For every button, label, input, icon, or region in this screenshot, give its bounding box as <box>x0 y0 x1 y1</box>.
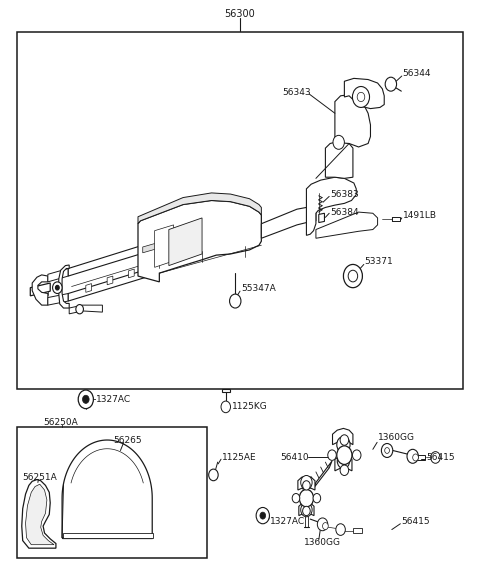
Circle shape <box>352 450 361 460</box>
Polygon shape <box>138 193 261 224</box>
Circle shape <box>317 518 328 531</box>
Polygon shape <box>25 484 54 545</box>
Polygon shape <box>68 265 159 301</box>
Circle shape <box>337 437 350 453</box>
FancyBboxPatch shape <box>17 427 207 558</box>
Circle shape <box>313 494 321 503</box>
Circle shape <box>83 395 89 403</box>
Circle shape <box>302 481 310 490</box>
Text: 1360GG: 1360GG <box>304 538 341 547</box>
Circle shape <box>384 447 389 453</box>
Circle shape <box>337 453 349 468</box>
Text: 53371: 53371 <box>365 257 394 266</box>
Polygon shape <box>86 284 92 292</box>
Polygon shape <box>313 461 332 489</box>
Circle shape <box>337 446 352 464</box>
Polygon shape <box>129 269 134 278</box>
Text: 55347A: 55347A <box>241 284 276 294</box>
Text: 56415: 56415 <box>401 517 430 526</box>
Text: 1327AC: 1327AC <box>270 517 305 526</box>
Text: 56300: 56300 <box>225 9 255 19</box>
Polygon shape <box>22 480 56 548</box>
Polygon shape <box>138 201 261 282</box>
Polygon shape <box>107 276 113 285</box>
Text: 1125KG: 1125KG <box>231 402 267 411</box>
Text: 56410: 56410 <box>280 453 309 462</box>
Polygon shape <box>48 294 68 305</box>
Text: 1491LB: 1491LB <box>403 211 437 220</box>
Polygon shape <box>59 265 69 308</box>
Polygon shape <box>306 177 356 235</box>
Circle shape <box>260 512 265 519</box>
Polygon shape <box>48 268 68 282</box>
Circle shape <box>221 401 230 413</box>
Circle shape <box>209 469 218 481</box>
Text: 56383: 56383 <box>330 190 359 199</box>
Text: 1360GG: 1360GG <box>378 433 415 442</box>
Text: 56251A: 56251A <box>23 473 58 483</box>
Text: 56250A: 56250A <box>43 418 78 427</box>
Text: 56343: 56343 <box>283 89 312 97</box>
Polygon shape <box>325 141 353 178</box>
Circle shape <box>343 264 362 288</box>
Polygon shape <box>344 79 384 109</box>
Circle shape <box>292 494 300 503</box>
Circle shape <box>340 465 348 475</box>
Polygon shape <box>62 533 153 538</box>
Circle shape <box>336 524 345 535</box>
Polygon shape <box>30 283 50 296</box>
Polygon shape <box>333 429 353 445</box>
Circle shape <box>302 507 310 515</box>
Text: 56344: 56344 <box>403 69 431 78</box>
Circle shape <box>385 77 396 91</box>
Polygon shape <box>299 502 314 515</box>
Circle shape <box>328 450 336 460</box>
Text: 1327AC: 1327AC <box>96 395 132 404</box>
Text: 1125AE: 1125AE <box>222 453 257 462</box>
Circle shape <box>76 305 84 314</box>
Polygon shape <box>335 95 371 147</box>
Circle shape <box>352 86 370 107</box>
Polygon shape <box>143 235 183 253</box>
Polygon shape <box>261 207 316 238</box>
Circle shape <box>357 92 365 102</box>
Text: 56384: 56384 <box>330 208 359 217</box>
Polygon shape <box>298 476 315 490</box>
Polygon shape <box>69 305 102 314</box>
Polygon shape <box>353 528 362 533</box>
Circle shape <box>382 444 393 457</box>
Polygon shape <box>155 225 174 267</box>
Polygon shape <box>68 240 159 276</box>
Polygon shape <box>417 455 425 460</box>
Polygon shape <box>32 275 48 305</box>
Circle shape <box>256 508 269 524</box>
Circle shape <box>301 475 312 490</box>
Circle shape <box>78 390 94 409</box>
Circle shape <box>229 294 241 308</box>
FancyBboxPatch shape <box>17 32 463 389</box>
Circle shape <box>323 522 328 529</box>
Polygon shape <box>335 455 352 471</box>
Circle shape <box>300 490 313 507</box>
Polygon shape <box>392 217 400 221</box>
Circle shape <box>56 285 59 290</box>
Polygon shape <box>319 213 324 222</box>
Circle shape <box>407 449 419 463</box>
Circle shape <box>333 136 344 149</box>
Text: 56265: 56265 <box>113 436 142 444</box>
Circle shape <box>301 503 312 517</box>
Polygon shape <box>169 218 202 265</box>
Circle shape <box>340 435 348 446</box>
Polygon shape <box>222 389 229 392</box>
Polygon shape <box>62 440 152 538</box>
Text: 56415: 56415 <box>426 453 455 462</box>
Circle shape <box>53 282 62 294</box>
Circle shape <box>348 270 358 282</box>
Polygon shape <box>316 212 378 238</box>
Circle shape <box>431 451 440 463</box>
Circle shape <box>413 454 419 461</box>
